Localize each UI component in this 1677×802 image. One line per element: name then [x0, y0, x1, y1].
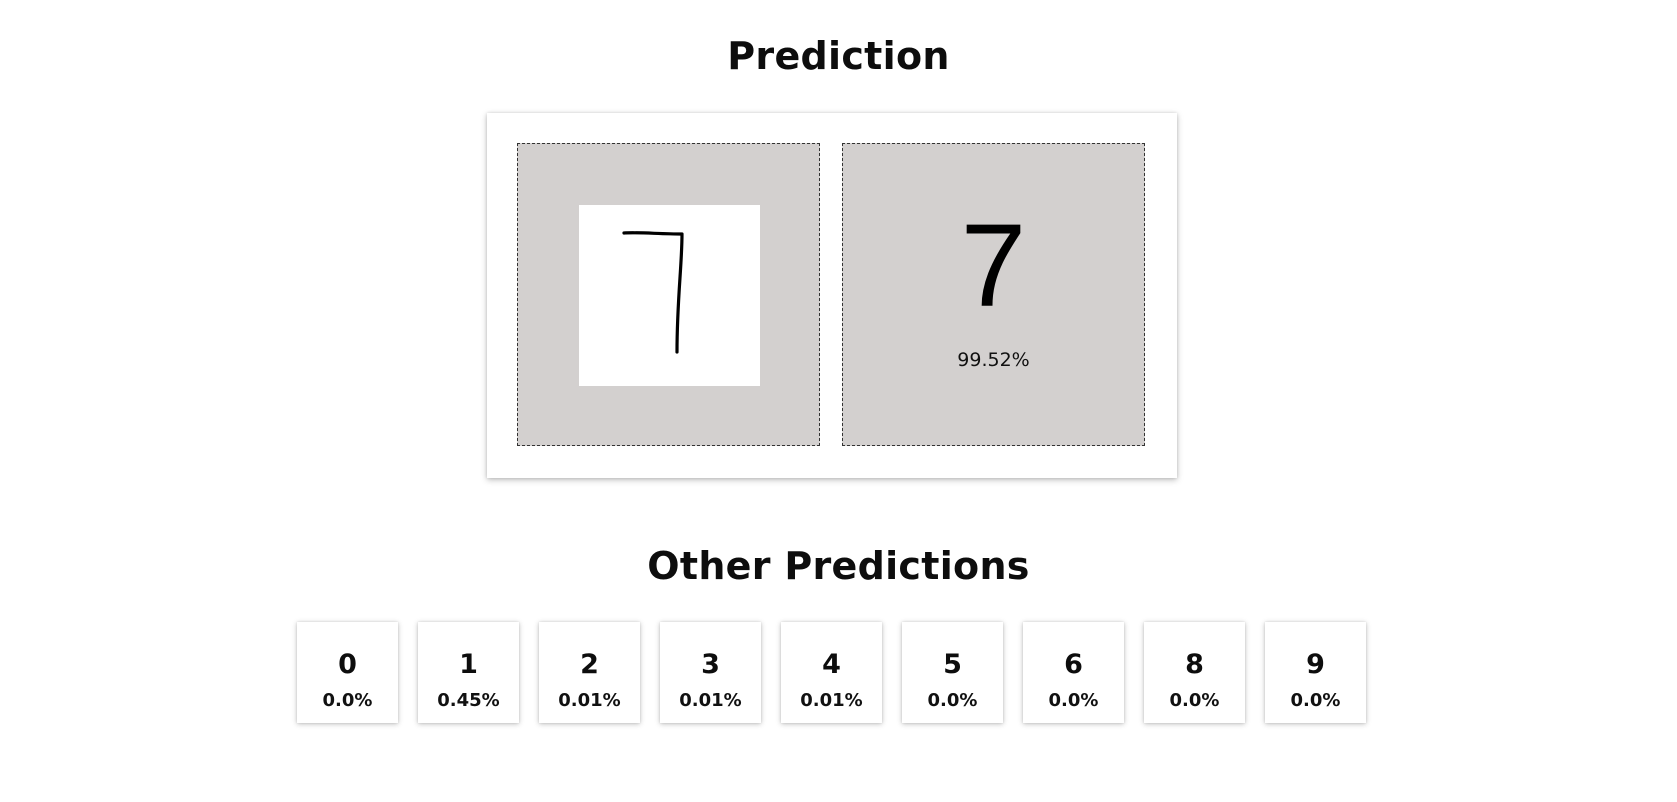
other-prediction-card: 3 0.01% [660, 622, 761, 723]
other-predictions-heading: Other Predictions [647, 544, 1030, 588]
other-prediction-digit: 9 [1306, 649, 1325, 680]
other-prediction-percent: 0.0% [927, 690, 978, 711]
predicted-digit: 7 [960, 200, 1027, 332]
other-prediction-percent: 0.01% [679, 690, 742, 711]
other-prediction-card: 5 0.0% [902, 622, 1003, 723]
other-prediction-card: 8 0.0% [1144, 622, 1245, 723]
other-prediction-percent: 0.0% [1290, 690, 1341, 711]
prediction-heading: Prediction [727, 34, 950, 78]
other-prediction-card: 2 0.01% [539, 622, 640, 723]
prediction-confidence: 99.52% [957, 349, 1030, 371]
other-prediction-percent: 0.01% [558, 690, 621, 711]
other-prediction-digit: 4 [822, 649, 841, 680]
other-prediction-digit: 5 [943, 649, 962, 680]
other-prediction-percent: 0.0% [322, 690, 373, 711]
other-prediction-digit: 1 [459, 649, 478, 680]
other-prediction-percent: 0.45% [437, 690, 500, 711]
other-prediction-percent: 0.01% [800, 690, 863, 711]
handwritten-digit-seven [622, 231, 684, 354]
other-prediction-digit: 0 [338, 649, 357, 680]
drawing-canvas[interactable] [579, 205, 760, 386]
result-panel: 7 99.52% [842, 143, 1145, 446]
other-prediction-card: 9 0.0% [1265, 622, 1366, 723]
other-prediction-digit: 2 [580, 649, 599, 680]
other-predictions-list: 0 0.0% 1 0.45% 2 0.01% 3 0.01% 4 0.01% 5… [297, 622, 1366, 723]
other-prediction-card: 1 0.45% [418, 622, 519, 723]
other-prediction-digit: 8 [1185, 649, 1204, 680]
drawing-panel [517, 143, 820, 446]
other-prediction-digit: 3 [701, 649, 720, 680]
other-prediction-percent: 0.0% [1169, 690, 1220, 711]
prediction-card: 7 99.52% [487, 113, 1177, 478]
other-prediction-card: 0 0.0% [297, 622, 398, 723]
other-prediction-digit: 6 [1064, 649, 1083, 680]
other-prediction-card: 6 0.0% [1023, 622, 1124, 723]
other-prediction-card: 4 0.01% [781, 622, 882, 723]
other-prediction-percent: 0.0% [1048, 690, 1099, 711]
